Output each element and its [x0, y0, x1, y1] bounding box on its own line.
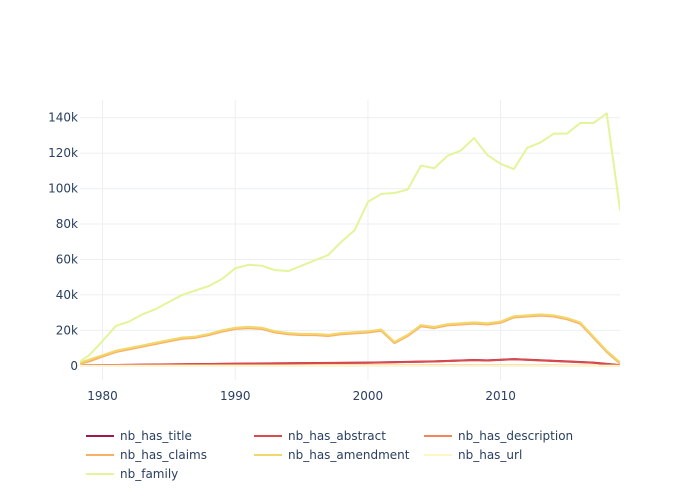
- legend-item-nb_has_description[interactable]: nb_has_description: [424, 429, 573, 443]
- x-tick-label: 2000: [353, 389, 384, 403]
- y-tick-label: 120k: [48, 146, 78, 160]
- y-tick-label: 80k: [56, 217, 78, 231]
- y-tick-label: 40k: [56, 288, 78, 302]
- legend-item-nb_has_abstract[interactable]: nb_has_abstract: [254, 429, 386, 443]
- x-tick-label: 1990: [220, 389, 251, 403]
- series-line-nb_has_claims[interactable]: [76, 314, 620, 365]
- y-tick-label: 100k: [48, 182, 78, 196]
- y-axis-ticks: 0 20k 40k 60k 80k 100k 120k 140k: [48, 111, 78, 373]
- y-tick-label: 140k: [48, 111, 78, 125]
- legend-label: nb_has_description: [458, 429, 573, 443]
- x-axis-ticks: 1980 1990 2000 2010: [87, 389, 516, 403]
- series-line-nb_family[interactable]: [76, 112, 620, 364]
- legend-label: nb_has_claims: [120, 448, 207, 462]
- legend-label: nb_has_title: [120, 429, 192, 443]
- legend-item-nb_family[interactable]: nb_family: [86, 467, 178, 481]
- legend-label: nb_has_abstract: [288, 429, 386, 443]
- x-tick-label: 1980: [87, 389, 118, 403]
- y-tick-label: 60k: [56, 252, 78, 266]
- legend-label: nb_has_url: [458, 448, 522, 462]
- series-line-nb_has_amendment[interactable]: [76, 313, 620, 364]
- legend[interactable]: nb_has_title nb_has_abstract nb_has_descri…: [86, 429, 573, 481]
- grid-layer: [80, 100, 620, 380]
- legend-item-nb_has_claims[interactable]: nb_has_claims: [86, 448, 207, 462]
- series-layer: [76, 112, 620, 367]
- x-tick-label: 2010: [485, 389, 516, 403]
- y-tick-label: 0: [70, 359, 78, 373]
- legend-label: nb_has_amendment: [288, 448, 410, 462]
- legend-item-nb_has_url[interactable]: nb_has_url: [424, 448, 522, 462]
- legend-label: nb_family: [120, 467, 178, 481]
- legend-item-nb_has_title[interactable]: nb_has_title: [86, 429, 192, 443]
- legend-item-nb_has_amendment[interactable]: nb_has_amendment: [254, 448, 410, 462]
- y-tick-label: 20k: [56, 323, 78, 337]
